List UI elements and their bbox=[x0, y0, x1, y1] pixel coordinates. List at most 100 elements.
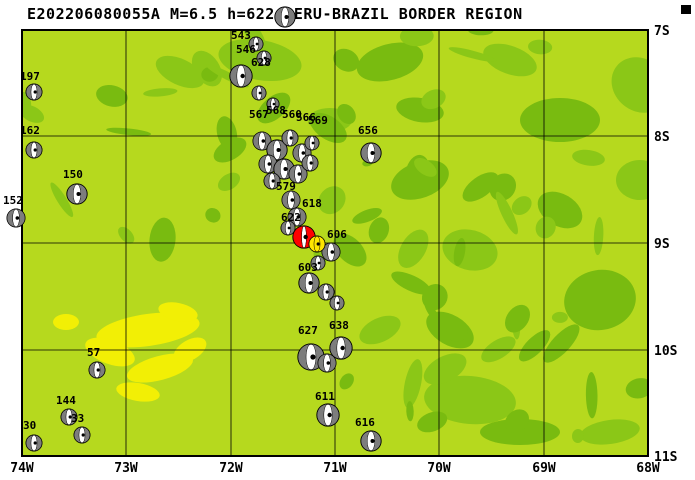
focal-mechanism-axis-dot bbox=[255, 42, 259, 46]
depth-label: 152 bbox=[3, 194, 23, 207]
focal-mechanism bbox=[304, 135, 320, 151]
focal-mechanism-axis-dot bbox=[33, 90, 37, 94]
terrain-patch bbox=[391, 271, 431, 295]
lat-label: 8S bbox=[654, 130, 670, 145]
axis-labels: 74W 73W 72W 71W 70W 69W 68W 7S 8S 9S 10S 11S bbox=[10, 24, 677, 476]
focal-mechanism bbox=[263, 172, 281, 190]
focal-mechanism bbox=[266, 139, 288, 161]
depth-label: 568 bbox=[266, 104, 286, 117]
focal-mechanism bbox=[317, 283, 335, 301]
focal-mechanism-axis-dot bbox=[272, 102, 276, 106]
terrain-patch bbox=[571, 429, 584, 443]
lon-label: 74W bbox=[10, 461, 34, 476]
depth-label: 603 bbox=[298, 261, 318, 274]
terrain-patch bbox=[359, 315, 401, 345]
focal-mechanism bbox=[360, 142, 382, 164]
focal-mechanism-shaded-lune bbox=[289, 129, 299, 147]
terrain-layer bbox=[22, 30, 648, 456]
focal-mechanism-axis-dot bbox=[284, 15, 289, 19]
focal-mechanism-axis-dot bbox=[33, 148, 37, 152]
terrain-patch bbox=[535, 216, 556, 239]
terrain-patch bbox=[445, 319, 469, 342]
focal-mechanism-shaded-lune bbox=[370, 142, 382, 164]
terrain-patch bbox=[611, 57, 648, 113]
focal-mechanism-shaded-lune bbox=[287, 220, 296, 236]
focal-mechanism-shaded-lune bbox=[258, 85, 267, 101]
depth-label: 606 bbox=[327, 228, 347, 241]
terrain-patch bbox=[580, 419, 640, 445]
focal-mechanism bbox=[281, 190, 301, 210]
terrain-patch bbox=[593, 217, 604, 256]
lon-label: 72W bbox=[219, 461, 243, 476]
focal-mechanism-axis-dot bbox=[240, 73, 245, 79]
depth-label: 560 bbox=[282, 108, 302, 121]
focal-mechanism-axis-dot bbox=[330, 250, 335, 254]
focal-mechanism-axis-dot bbox=[289, 136, 293, 140]
terrain-patch bbox=[505, 304, 530, 333]
lon-label: 73W bbox=[114, 461, 138, 476]
terrain-patch bbox=[483, 43, 537, 77]
depth-label: 618 bbox=[302, 197, 322, 210]
lon-label: 71W bbox=[323, 461, 347, 476]
focal-mechanism bbox=[281, 129, 299, 147]
focal-mechanism-axis-dot bbox=[76, 192, 81, 196]
focal-mechanism-axis-dot bbox=[317, 261, 321, 265]
terrain-patch bbox=[520, 98, 600, 142]
lon-label: 70W bbox=[427, 461, 451, 476]
aux-event-mechanism-shaded-lune bbox=[316, 235, 326, 253]
focal-mechanism-axis-dot bbox=[271, 179, 275, 183]
terrain-patch bbox=[480, 419, 560, 445]
terrain-patch bbox=[585, 372, 598, 419]
focal-mechanism-axis-dot bbox=[263, 56, 267, 60]
focal-mechanism-axis-dot bbox=[276, 148, 281, 152]
focal-mechanism-axis-dot bbox=[283, 167, 288, 171]
focal-mechanism bbox=[252, 131, 272, 151]
terrain-patch bbox=[22, 104, 45, 123]
focal-mechanism-shaded-lune bbox=[296, 207, 307, 227]
terrain-patch bbox=[356, 42, 424, 82]
focal-mechanism-axis-dot bbox=[258, 91, 262, 95]
focal-mechanism-axis-dot bbox=[325, 290, 329, 294]
focal-mechanism-shaded-lune bbox=[284, 6, 296, 28]
grid-layer bbox=[22, 30, 648, 456]
terrain-patch bbox=[414, 157, 437, 177]
terrain-patch bbox=[518, 330, 551, 362]
focal-mechanism-axis-dot bbox=[297, 172, 302, 176]
focal-mechanism bbox=[310, 255, 326, 271]
terrain-patch bbox=[481, 336, 516, 363]
focal-mechanism-shaded-lune bbox=[33, 141, 43, 159]
focal-mechanism-axis-dot bbox=[287, 226, 291, 230]
depth-label: 622 bbox=[281, 211, 301, 224]
focal-mechanism bbox=[298, 272, 320, 294]
main-event-mechanism bbox=[292, 225, 316, 249]
focal-mechanism-axis-dot bbox=[370, 151, 375, 155]
terrain-patch bbox=[616, 160, 648, 200]
highland-patch bbox=[116, 382, 160, 402]
focal-mechanism bbox=[60, 408, 78, 426]
depth-label: 656 bbox=[358, 124, 378, 137]
lon-label: 68W bbox=[636, 461, 660, 476]
focal-mechanism-shaded-lune bbox=[33, 434, 43, 452]
terrain-patch bbox=[528, 39, 553, 55]
focal-mechanism-shaded-lune bbox=[68, 408, 78, 426]
focal-mechanism-axis-dot bbox=[15, 216, 20, 220]
focal-mechanism-shaded-lune bbox=[326, 353, 337, 373]
focal-mechanism-shaded-lune bbox=[311, 135, 320, 151]
focal-mechanism-axis-dot bbox=[296, 215, 301, 219]
terrain-patch bbox=[543, 324, 580, 363]
focal-mechanism-shaded-lune bbox=[336, 295, 345, 311]
lat-label: 7S bbox=[654, 24, 670, 39]
focal-mechanism-shaded-lune bbox=[81, 426, 91, 444]
terrain-patch bbox=[421, 89, 446, 110]
depth-label: 150 bbox=[63, 168, 83, 181]
focal-mechanism bbox=[316, 403, 340, 427]
highland-patch bbox=[96, 312, 200, 348]
depth-label: 57 bbox=[87, 346, 100, 359]
highland-patch bbox=[53, 314, 79, 330]
focal-mechanism bbox=[266, 97, 280, 111]
focal-mechanism-axis-dot bbox=[309, 161, 313, 165]
focal-mechanism-shaded-lune bbox=[325, 283, 335, 301]
depth-label: 579 bbox=[276, 180, 296, 193]
focal-mechanism-shaded-lune bbox=[240, 64, 253, 88]
